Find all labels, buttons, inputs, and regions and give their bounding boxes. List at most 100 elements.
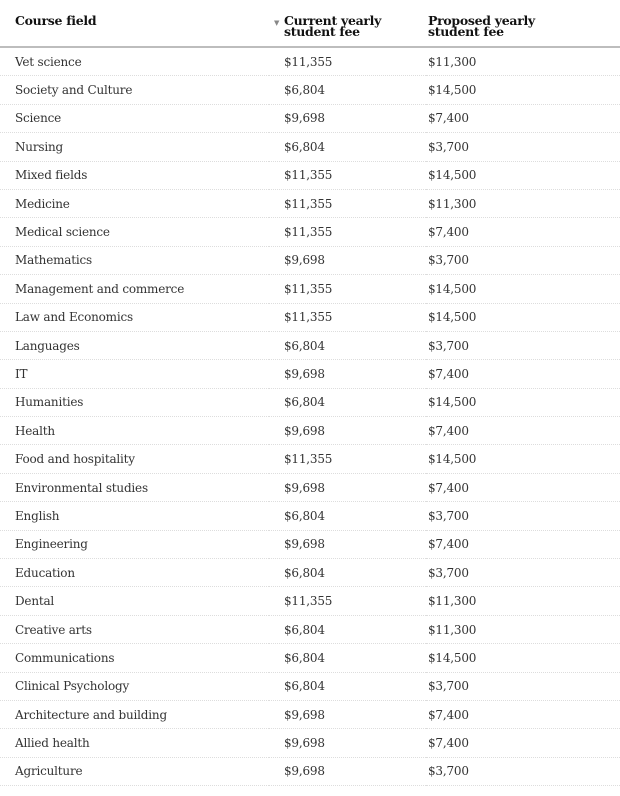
course-field-cell: Environmental studies: [0, 473, 269, 503]
table-row: Engineering $9,698 $7,400: [0, 530, 620, 560]
current-fee-cell: $9,698: [269, 700, 426, 730]
proposed-fee-cell: $7,400: [426, 728, 620, 758]
proposed-fee-cell: $7,400: [426, 217, 620, 247]
current-fee-cell: $6,804: [269, 501, 426, 531]
table-row: Management and commerce $11,355 $14,500: [0, 274, 620, 304]
proposed-fee-cell: $3,700: [426, 558, 620, 588]
current-fee-cell: $6,804: [269, 331, 426, 361]
proposed-fee-cell: $7,400: [426, 416, 620, 446]
table-row: Dental $11,355 $11,300: [0, 586, 620, 616]
proposed-fee-cell: $14,500: [426, 161, 620, 190]
table-row: Medical science $11,355 $7,400: [0, 217, 620, 247]
current-fee-cell: $9,698: [269, 530, 426, 560]
table-row: Creative arts $6,804 $11,300: [0, 615, 620, 645]
proposed-fee-cell: $3,700: [426, 757, 620, 787]
proposed-fee-cell: $7,400: [426, 359, 620, 389]
proposed-fee-cell: $3,700: [426, 132, 620, 162]
course-field-cell: Health: [0, 416, 269, 446]
current-fee-cell: $9,698: [269, 246, 426, 276]
table-row: Medicine $11,355 $11,300: [0, 189, 620, 219]
proposed-fee-cell: $3,700: [426, 331, 620, 361]
proposed-fee-cell: $14,500: [426, 303, 620, 332]
sort-desc-icon: ▼: [273, 18, 280, 27]
table-row: Society and Culture $6,804 $14,500: [0, 75, 620, 105]
current-fee-cell: $9,698: [269, 104, 426, 134]
course-field-cell: Society and Culture: [0, 75, 269, 105]
course-field-cell: Architecture and building: [0, 700, 269, 730]
table-row: Mixed fields $11,355 $14,500: [0, 161, 620, 190]
course-field-cell: Management and commerce: [0, 274, 269, 304]
course-field-cell: Medicine: [0, 189, 269, 219]
proposed-fee-cell: $3,700: [426, 501, 620, 531]
current-fee-cell: $6,804: [269, 672, 426, 701]
course-field-cell: Agriculture: [0, 757, 269, 787]
course-field-cell: Communications: [0, 643, 269, 673]
proposed-fee-cell: $7,400: [426, 700, 620, 730]
course-field-cell: Food and hospitality: [0, 444, 269, 474]
course-field-cell: Engineering: [0, 530, 269, 560]
course-field-cell: Mixed fields: [0, 161, 269, 190]
proposed-fee-cell: $14,500: [426, 643, 620, 673]
current-fee-cell: $9,698: [269, 728, 426, 758]
course-field-cell: Science: [0, 104, 269, 134]
proposed-fee-cell: $3,700: [426, 672, 620, 701]
proposed-fee-cell: $14,500: [426, 274, 620, 304]
proposed-fee-cell: $14,500: [426, 444, 620, 474]
current-fee-cell: $11,355: [269, 303, 426, 332]
course-field-cell: Allied health: [0, 728, 269, 758]
current-fee-cell: $6,804: [269, 558, 426, 588]
table-row: Clinical Psychology $6,804 $3,700: [0, 672, 620, 701]
course-field-cell: Clinical Psychology: [0, 672, 269, 701]
current-fee-cell: $6,804: [269, 615, 426, 645]
table-row: Mathematics $9,698 $3,700: [0, 246, 620, 276]
current-fee-cell: $11,355: [269, 189, 426, 219]
current-fee-cell: $9,698: [269, 416, 426, 446]
proposed-fee-cell: $7,400: [426, 473, 620, 503]
course-field-cell: Law and Economics: [0, 303, 269, 332]
table-row: Science $9,698 $7,400: [0, 104, 620, 134]
table-row: Environmental studies $9,698 $7,400: [0, 473, 620, 503]
table-row: Nursing $6,804 $3,700: [0, 132, 620, 162]
table-row: Humanities $6,804 $14,500: [0, 388, 620, 418]
table-row: Allied health $9,698 $7,400: [0, 728, 620, 758]
header-proposed-fee[interactable]: Proposed yearly student fee: [426, 8, 620, 48]
table-row: Health $9,698 $7,400: [0, 416, 620, 446]
table-row: IT $9,698 $7,400: [0, 359, 620, 389]
table-row: Education $6,804 $3,700: [0, 558, 620, 588]
table-row: Food and hospitality $11,355 $14,500: [0, 444, 620, 474]
current-fee-cell: $11,355: [269, 47, 426, 77]
header-current-fee[interactable]: ▼ Current yearly student fee: [269, 8, 426, 48]
proposed-fee-cell: $3,700: [426, 246, 620, 276]
proposed-fee-cell: $11,300: [426, 47, 620, 77]
course-field-cell: Creative arts: [0, 615, 269, 645]
course-field-cell: Mathematics: [0, 246, 269, 276]
current-fee-cell: $11,355: [269, 444, 426, 474]
current-fee-cell: $11,355: [269, 217, 426, 247]
table-row: Languages $6,804 $3,700: [0, 331, 620, 361]
course-field-cell: Medical science: [0, 217, 269, 247]
current-fee-cell: $9,698: [269, 473, 426, 503]
current-fee-cell: $6,804: [269, 75, 426, 105]
proposed-fee-cell: $7,400: [426, 104, 620, 134]
course-field-cell: Humanities: [0, 388, 269, 418]
current-fee-cell: $6,804: [269, 132, 426, 162]
proposed-fee-cell: $14,500: [426, 388, 620, 418]
table-row: Communications $6,804 $14,500: [0, 643, 620, 673]
table-row: Agriculture $9,698 $3,700: [0, 757, 620, 787]
table-row: Vet science $11,355 $11,300: [0, 47, 620, 77]
course-field-cell: English: [0, 501, 269, 531]
proposed-fee-cell: $7,400: [426, 530, 620, 560]
table-row: Architecture and building $9,698 $7,400: [0, 700, 620, 730]
table-row: Law and Economics $11,355 $14,500: [0, 303, 620, 332]
header-course-field[interactable]: Course field: [0, 8, 269, 48]
current-fee-cell: $11,355: [269, 274, 426, 304]
fees-table: Course field ▼ Current yearly student fee…: [0, 8, 620, 787]
proposed-fee-cell: $11,300: [426, 586, 620, 616]
proposed-fee-cell: $11,300: [426, 615, 620, 645]
current-fee-cell: $6,804: [269, 388, 426, 418]
course-field-cell: Nursing: [0, 132, 269, 162]
table-row: English $6,804 $3,700: [0, 501, 620, 531]
proposed-fee-cell: $14,500: [426, 75, 620, 105]
current-fee-cell: $6,804: [269, 643, 426, 673]
header-row: Course field ▼ Current yearly student fee…: [0, 8, 620, 48]
